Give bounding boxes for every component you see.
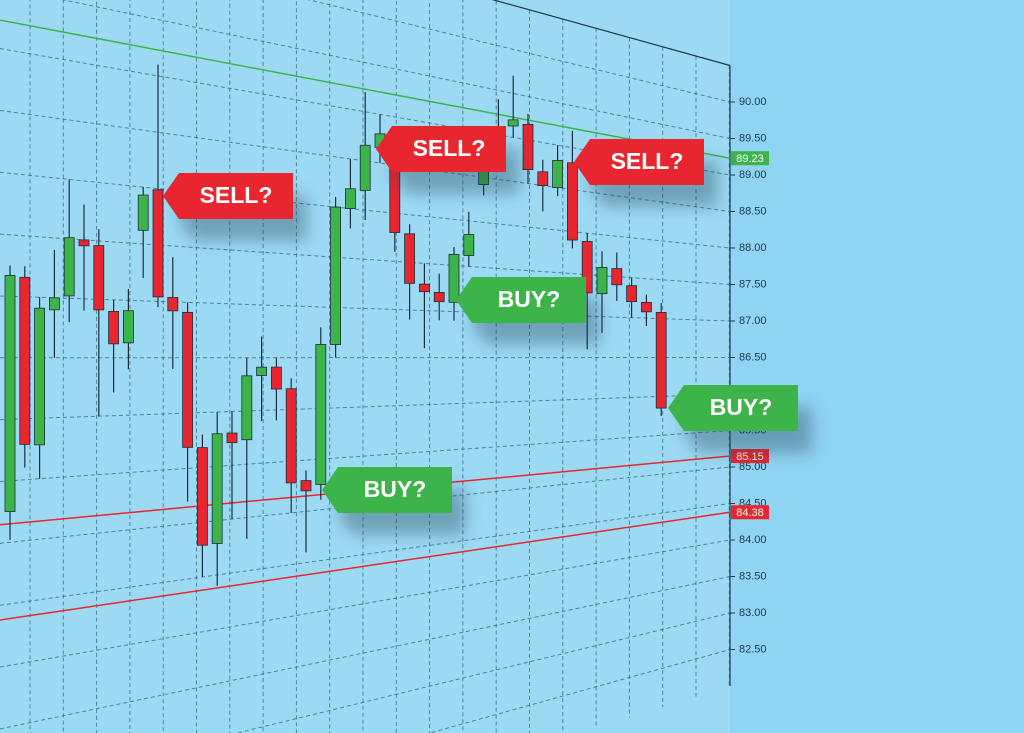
grid-line <box>0 295 731 322</box>
candle-body <box>19 276 31 445</box>
price-line <box>0 511 731 621</box>
y-tick-label: 87.50 <box>739 278 767 290</box>
candle-body <box>537 171 549 186</box>
y-tick-label: 87.00 <box>739 315 767 327</box>
y-tick-label: 85.00 <box>739 461 767 473</box>
grid-line <box>0 109 731 212</box>
candle-body <box>34 307 45 446</box>
grid-line <box>0 430 731 482</box>
candle-body <box>241 375 253 441</box>
price-tag-label: 89.23 <box>736 153 764 165</box>
candle-body <box>108 311 119 345</box>
grid-line <box>0 539 731 668</box>
annotation-text: SELL? <box>611 148 684 174</box>
candle-body <box>344 188 356 210</box>
candle-body <box>641 301 652 313</box>
candle-body <box>78 239 90 247</box>
annotation-text: BUY? <box>710 394 773 420</box>
price-tag-label: 85.15 <box>736 451 764 463</box>
candle-body <box>611 268 623 286</box>
candle-body <box>137 194 149 231</box>
y-tick-label: 88.50 <box>739 205 767 217</box>
candle-body <box>182 311 194 448</box>
y-tick-label: 89.50 <box>739 132 767 144</box>
candle-body <box>270 366 282 390</box>
price-tag-label: 84.38 <box>736 507 764 519</box>
y-tick-label: 90.00 <box>739 96 767 108</box>
grid-line <box>235 612 731 733</box>
annotation-flag <box>668 385 798 431</box>
grid-line <box>0 233 731 285</box>
grid-line <box>428 649 731 733</box>
candle-body <box>596 267 608 295</box>
top-edge <box>491 0 731 67</box>
grid-line <box>0 576 731 730</box>
candle-body <box>418 283 430 293</box>
candle-body <box>211 433 223 544</box>
candle-body <box>507 119 519 127</box>
candle-body <box>93 245 105 311</box>
price-tag <box>731 505 769 520</box>
candle-body <box>448 253 460 303</box>
price-line <box>0 19 731 159</box>
price-tag <box>731 151 769 166</box>
annotation-flag <box>163 173 293 219</box>
y-tick-label: 89.00 <box>739 169 767 181</box>
candle-body <box>123 310 134 344</box>
candle-body <box>285 388 297 484</box>
candle-body <box>463 234 475 256</box>
grid-line <box>61 0 731 139</box>
annotation-flag <box>322 467 452 513</box>
candle-body <box>196 447 208 546</box>
candle-body <box>49 297 60 311</box>
candle-body <box>567 162 578 241</box>
candle-body <box>300 480 312 492</box>
candle-body <box>63 237 75 297</box>
candle-body <box>655 312 667 409</box>
y-tick-label: 88.00 <box>739 242 767 254</box>
annotation-text: BUY? <box>498 286 561 312</box>
y-tick-label: 84.00 <box>739 534 767 546</box>
candle-body <box>522 123 534 170</box>
grid-line <box>0 503 731 606</box>
candle-body <box>167 297 179 312</box>
candle-body <box>359 144 371 191</box>
y-tick-label: 83.00 <box>739 607 767 619</box>
candle-body <box>404 233 416 284</box>
candle-body <box>4 274 16 512</box>
candle-body <box>226 432 238 444</box>
candle-body <box>256 366 268 377</box>
candle-body <box>626 285 637 303</box>
candle-body <box>433 291 445 303</box>
candle-body <box>152 189 164 298</box>
candle-body <box>315 344 327 485</box>
y-tick-label: 83.50 <box>739 570 767 582</box>
candle-body <box>581 241 593 294</box>
annotation-text: SELL? <box>200 182 273 208</box>
annotation-flag <box>376 126 506 172</box>
annotation-text: SELL? <box>413 135 486 161</box>
annotation-text: BUY? <box>364 476 427 502</box>
y-tick-label: 86.50 <box>739 351 767 363</box>
candle-body <box>330 206 342 346</box>
y-tick-label: 82.50 <box>739 643 767 655</box>
annotation-flag <box>456 277 586 323</box>
grid-line <box>0 393 731 421</box>
candle-body <box>552 160 563 189</box>
grid-line <box>307 0 731 103</box>
annotation-flag <box>574 139 704 185</box>
